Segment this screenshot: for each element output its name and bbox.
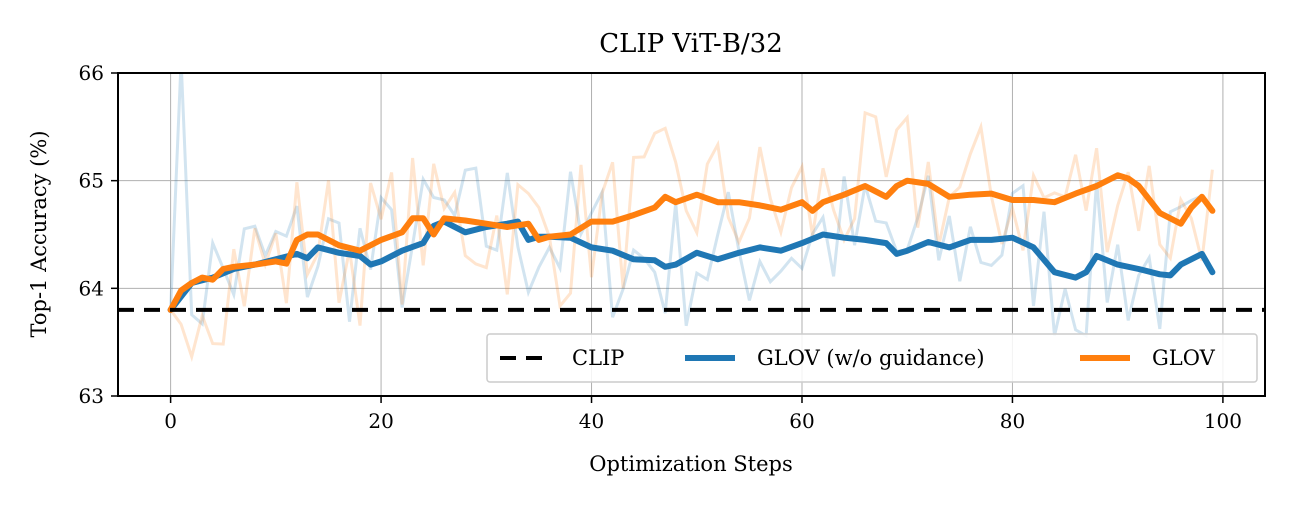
raw-trial-lines bbox=[169, 73, 1214, 363]
legend-box bbox=[486, 333, 1258, 383]
trial-line bbox=[169, 73, 1214, 339]
x-tick-label: 100 bbox=[1204, 409, 1242, 433]
y-tick-label: 65 bbox=[79, 169, 104, 193]
x-axis-label: Optimization Steps bbox=[589, 452, 793, 476]
legend-label: GLOV (w/o guidance) bbox=[757, 346, 985, 370]
series-lines bbox=[167, 172, 1216, 313]
y-tick-label: 63 bbox=[79, 384, 104, 408]
x-tick-label: 80 bbox=[1000, 409, 1025, 433]
x-tick-label: 20 bbox=[368, 409, 393, 433]
chart-title: CLIP ViT-B/32 bbox=[599, 29, 783, 59]
y-tick-label: 66 bbox=[79, 61, 104, 85]
legend-label: GLOV bbox=[1152, 346, 1216, 370]
x-tick-label: 0 bbox=[164, 409, 177, 433]
x-tick-label: 40 bbox=[579, 409, 604, 433]
y-axis-label: Top-1 Accuracy (%) bbox=[27, 130, 51, 337]
y-tick-label: 64 bbox=[79, 276, 104, 300]
legend: CLIP GLOV (w/o guidance) GLOV bbox=[486, 333, 1258, 383]
x-tick-label: 60 bbox=[789, 409, 814, 433]
series-line bbox=[167, 218, 1216, 313]
legend-label: CLIP bbox=[572, 346, 624, 370]
trial-line bbox=[169, 110, 1214, 363]
plot-frame bbox=[117, 72, 1266, 397]
axis-ticks: 0 20 40 60 80 100 63 64 65 66 bbox=[79, 61, 1242, 433]
